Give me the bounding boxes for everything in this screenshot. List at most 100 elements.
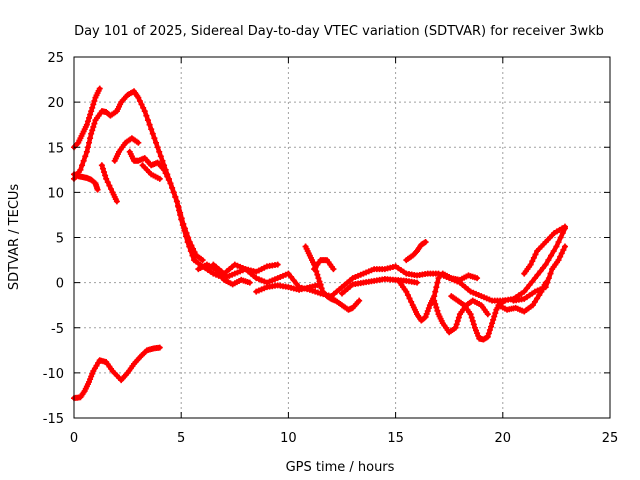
y-tick-label: 25 — [47, 51, 64, 66]
data-point-marker — [356, 297, 363, 304]
data-point-marker — [314, 271, 321, 278]
y-tick-label: 5 — [56, 232, 64, 247]
data-point-marker — [89, 104, 96, 111]
x-tick-label: 0 — [70, 431, 78, 446]
data-point-marker — [489, 320, 496, 327]
data-point-marker — [544, 279, 551, 286]
data-point-marker — [555, 239, 562, 246]
data-point-marker — [467, 311, 474, 318]
series-arc-7 — [139, 162, 163, 182]
data-point-marker — [90, 123, 97, 130]
data-point-marker — [74, 140, 81, 147]
data-point-marker — [178, 215, 185, 222]
data-point-marker — [424, 308, 431, 315]
data-point-marker — [485, 330, 492, 337]
data-point-marker — [558, 250, 565, 257]
x-tick-label: 10 — [280, 431, 297, 446]
data-point-marker — [484, 333, 491, 340]
data-point-marker — [491, 313, 498, 320]
data-point-marker — [140, 104, 147, 111]
data-point-marker — [454, 317, 461, 324]
data-point-marker — [199, 257, 206, 264]
data-point-marker — [175, 204, 182, 211]
data-point-marker — [151, 135, 158, 142]
series-arc-5 — [111, 135, 142, 164]
y-tick-label: -15 — [43, 412, 64, 427]
series-arc-21 — [510, 243, 568, 304]
data-point-marker — [161, 166, 168, 173]
data-point-marker — [165, 176, 172, 183]
data-point-marker — [561, 243, 568, 250]
x-axis-label: GPS time / hours — [286, 460, 395, 475]
data-point-marker — [77, 166, 84, 173]
data-point-marker — [526, 281, 533, 288]
data-point-marker — [536, 292, 543, 299]
series-arc-14 — [339, 276, 421, 297]
data-point-marker — [537, 268, 544, 275]
y-axis-label: SDTVAR / TECUs — [7, 184, 22, 291]
data-point-marker — [470, 321, 477, 328]
y-tick-label: 15 — [47, 141, 64, 156]
data-point-marker — [91, 120, 98, 127]
series-arc-11 — [253, 281, 324, 295]
series-arc-19 — [439, 270, 481, 283]
data-point-marker — [453, 321, 460, 328]
data-point-marker — [87, 111, 94, 118]
data-point-marker — [423, 310, 430, 317]
data-point-marker — [285, 270, 292, 277]
data-point-marker — [88, 108, 95, 115]
x-tick-label: 25 — [602, 431, 619, 446]
data-point-marker — [274, 261, 281, 268]
y-tick-label: 20 — [47, 96, 64, 111]
ticks: 0 5 10 15 20 25 -15 -10 -5 0 5 10 15 20 25 — [43, 51, 619, 446]
data-point-marker — [169, 184, 176, 191]
data-point-marker — [146, 121, 153, 128]
data-point-marker — [107, 185, 114, 192]
data-point-marker — [90, 101, 97, 108]
data-point-marker — [180, 220, 187, 227]
data-point-marker — [532, 251, 539, 258]
data-point-marker — [452, 324, 459, 331]
data-point-marker — [293, 280, 300, 287]
series-arc-15 — [396, 275, 442, 324]
data-point-marker — [492, 310, 499, 317]
data-point-marker — [542, 284, 549, 291]
data-point-marker — [404, 292, 411, 299]
series-arc-4 — [98, 162, 120, 205]
data-point-marker — [143, 112, 150, 119]
data-point-marker — [414, 279, 421, 286]
series-arc-17 — [431, 297, 491, 336]
data-point-marker — [315, 275, 322, 282]
data-point-marker — [553, 243, 560, 250]
plot-frame — [73, 56, 611, 419]
data-point-marker — [540, 264, 546, 271]
data-point-marker — [136, 97, 143, 104]
data-point-marker — [79, 162, 86, 169]
data-point-marker — [135, 139, 142, 146]
data-point-marker — [189, 245, 196, 252]
data-point-marker — [181, 225, 188, 232]
data-point-marker — [455, 314, 462, 321]
data-point-marker — [521, 288, 528, 295]
data-point-marker — [560, 246, 567, 253]
data-point-marker — [106, 182, 113, 189]
chart-title: Day 101 of 2025, Sidereal Day-to-day VTE… — [74, 24, 604, 39]
data-point-marker — [433, 304, 440, 311]
data-point-marker — [557, 253, 564, 260]
data-point-marker — [104, 179, 111, 186]
data-point-marker — [159, 157, 166, 164]
data-point-marker — [316, 278, 323, 285]
data-point-marker — [484, 311, 491, 318]
data-point-marker — [183, 229, 190, 236]
data-point-marker — [545, 257, 552, 264]
y-tick-label: -10 — [43, 367, 64, 382]
data-point-marker — [113, 198, 120, 205]
data-point-marker — [547, 270, 554, 277]
data-point-marker — [246, 279, 253, 286]
series-arc-8 — [71, 344, 163, 402]
data-point-marker — [148, 126, 155, 133]
data-point-marker — [555, 257, 562, 264]
series-arc-22 — [521, 223, 568, 277]
